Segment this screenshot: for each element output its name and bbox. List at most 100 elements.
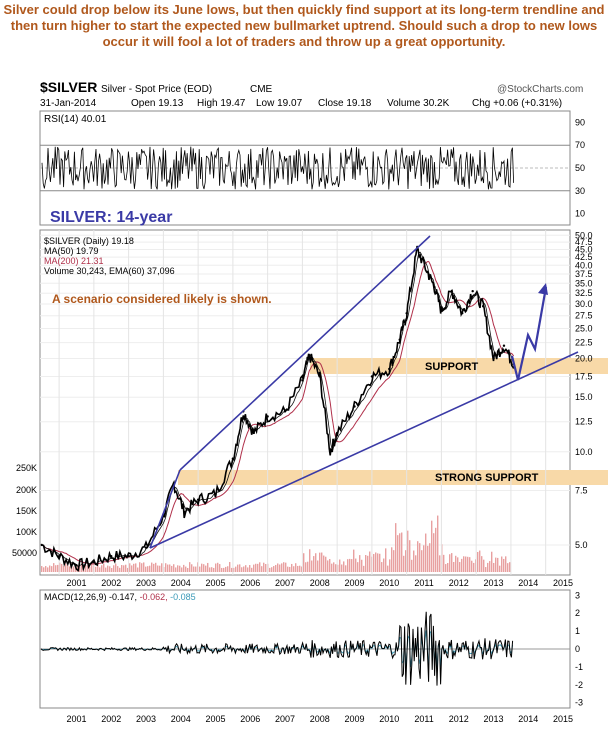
volume-bar: [65, 563, 67, 572]
price-point: [301, 379, 304, 382]
volume-bar: [149, 565, 151, 572]
left-trendline: [149, 469, 181, 549]
volume-bar: [485, 567, 487, 572]
rsi-ticks: 90 70 50 30 10: [575, 117, 585, 218]
volume-bar: [495, 557, 497, 572]
panel-title: SILVER: 14-year: [50, 209, 172, 226]
support-band: [310, 358, 608, 374]
volume-bar: [363, 565, 365, 572]
volume-bar: [405, 550, 407, 572]
volume-bar: [355, 558, 357, 572]
volume-bar: [421, 550, 423, 572]
exchange: CME: [250, 84, 273, 95]
year-tick-label: 2005: [205, 714, 225, 724]
volume-bar: [207, 562, 209, 572]
volume-bar: [151, 562, 153, 572]
volume-bar: [439, 555, 441, 572]
price-tick-label: 17.5: [575, 371, 593, 381]
volume-bar: [437, 515, 439, 572]
volume-bar: [471, 560, 473, 572]
year-tick-label: 2015: [553, 714, 573, 724]
volume-bar: [61, 563, 63, 572]
price-tick-label: 27.5: [575, 311, 593, 321]
volume-tick-label: 250K: [16, 463, 37, 473]
volume-bar: [227, 566, 229, 572]
price-point: [231, 457, 235, 460]
volume-bar: [97, 563, 99, 572]
volume-bar: [57, 564, 59, 572]
rsi-grid: [40, 144, 570, 192]
volume-bar: [333, 562, 335, 572]
rsi-tick-label: 30: [575, 186, 585, 196]
price-point: [461, 312, 464, 315]
volume-bar: [221, 567, 223, 572]
rsi-label: RSI(14) 40.01: [44, 114, 107, 125]
volume-bar: [171, 565, 173, 572]
volume-bar: [493, 562, 495, 572]
volume-bar: [279, 564, 281, 572]
volume-bar: [189, 562, 191, 572]
price-point: [353, 405, 356, 408]
price-point: [335, 431, 339, 435]
volume-bar: [113, 565, 115, 572]
year-tick-label: 2002: [101, 714, 121, 724]
change-label: Chg +0.06 (+0.31%): [472, 98, 562, 109]
volume-tick-label: 200K: [16, 485, 37, 495]
volume-bar: [179, 565, 181, 572]
year-tick-label: 2013: [484, 714, 504, 724]
volume-bar: [111, 567, 113, 572]
volume-bar: [165, 563, 167, 572]
year-tick-label: 2010: [379, 578, 399, 588]
volume-bar: [199, 566, 201, 572]
volume-bar: [133, 563, 135, 572]
rsi-tick-label: 10: [575, 209, 585, 219]
volume-bar: [277, 563, 279, 572]
volume-bar: [399, 533, 401, 572]
volume-bar: [323, 555, 325, 572]
volume-bar: [117, 566, 119, 572]
volume-bar: [313, 556, 315, 572]
volume-bar: [107, 565, 109, 572]
volume-bar: [261, 566, 263, 572]
volume-bar: [509, 562, 511, 572]
volume-bar: [153, 563, 155, 572]
volume-bar: [343, 561, 345, 572]
year-grid: [58, 230, 547, 575]
volume-bar: [309, 549, 311, 572]
volume-bar: [503, 558, 505, 572]
volume-bar: [225, 566, 227, 572]
price-point: [92, 560, 96, 564]
volume-bar: [143, 562, 145, 572]
macd-line: [40, 611, 514, 686]
volume-bar: [483, 559, 485, 572]
watermark: @StockCharts.com: [497, 84, 583, 95]
volume-bar: [67, 565, 69, 572]
volume-bar: [337, 564, 339, 572]
volume-bar: [121, 565, 123, 572]
volume-bar: [243, 566, 245, 572]
volume-bar: [407, 530, 409, 572]
price-tick-label: 50.0: [575, 230, 593, 240]
rsi-line: [41, 146, 514, 190]
volume-bar: [301, 566, 303, 572]
volume-bar: [223, 567, 225, 572]
price-point: [183, 510, 186, 513]
volume-bar: [455, 555, 457, 572]
year-tick-label: 2008: [310, 578, 330, 588]
volume-bar: [275, 564, 277, 572]
volume-bar: [353, 549, 355, 572]
price-point: [481, 305, 485, 308]
price-point: [388, 367, 391, 371]
volume-bar: [501, 556, 503, 572]
volume-bar: [431, 520, 433, 572]
volume-bar: [389, 559, 391, 572]
volume-bar: [491, 551, 493, 572]
volume-ticks: 250K 200K 150K 100K 50000: [12, 463, 37, 558]
volume-bar: [87, 565, 89, 572]
volume-bar: [387, 565, 389, 572]
upper-trendline: [179, 235, 431, 471]
volume-bar: [379, 553, 381, 572]
volume-bar: [423, 545, 425, 572]
price-tick-label: 25.0: [575, 324, 593, 334]
volume-bar: [505, 556, 507, 572]
